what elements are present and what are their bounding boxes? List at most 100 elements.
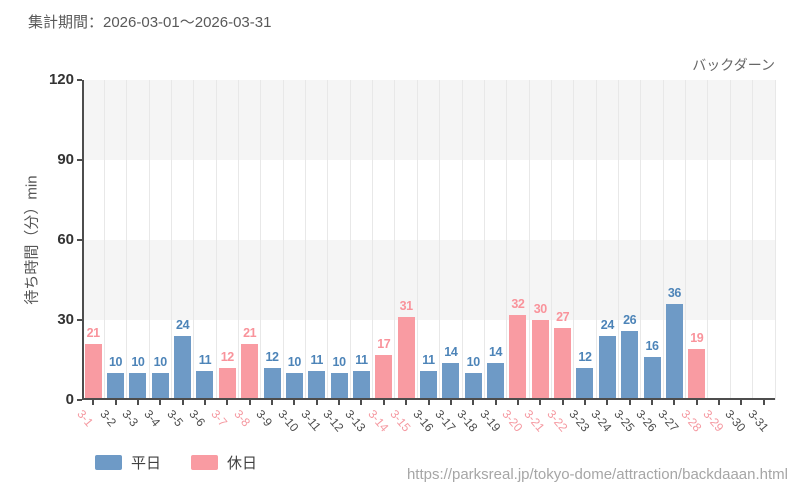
vertical-gridline	[394, 80, 396, 400]
x-axis-line	[82, 398, 775, 400]
bar-3-7	[218, 368, 236, 400]
vertical-gridline	[573, 80, 575, 400]
x-tick-label: 3-24	[588, 407, 615, 435]
x-axis-tick	[382, 400, 385, 405]
bar-3-16	[420, 370, 437, 400]
vertical-gridline	[618, 80, 620, 400]
bar-value-label: 27	[556, 310, 570, 324]
x-axis-tick	[539, 400, 542, 405]
x-tick-label: 3-10	[275, 407, 302, 435]
y-axis-tick	[77, 79, 82, 81]
chart-legend: 平日 休日	[95, 452, 257, 473]
vertical-gridline	[237, 80, 239, 400]
x-axis-tick	[651, 400, 654, 405]
y-tick-label: 90	[57, 151, 74, 168]
bar-value-label: 14	[444, 344, 458, 359]
legend-label-weekday: 平日	[131, 455, 162, 472]
x-tick-label: 3-2	[96, 407, 119, 430]
x-axis-tick	[695, 400, 698, 405]
x-tick-label: 3-27	[655, 407, 682, 435]
vertical-gridline	[483, 80, 485, 400]
bar-value-label: 21	[86, 326, 101, 340]
x-tick-label: 3-4	[141, 407, 164, 430]
x-tick-label: 3-3	[119, 407, 142, 430]
x-tick-label: 3-15	[387, 407, 414, 435]
x-axis-tick	[114, 400, 117, 405]
x-axis-tick	[740, 400, 743, 405]
bar-value-label: 31	[399, 299, 414, 314]
vertical-gridline	[752, 80, 754, 400]
x-tick-label: 3-7	[208, 407, 231, 430]
x-axis-tick	[271, 400, 274, 405]
bar-value-label: 24	[176, 318, 190, 332]
x-tick-label: 3-29	[700, 407, 727, 435]
bar-value-label: 30	[533, 302, 548, 316]
bar-3-1	[84, 344, 102, 400]
wait-time-bar-chart: 21 10 10 10 24 11 12 21 12 10 11 10 11 17 31 11 14 10 14 32…	[82, 80, 776, 400]
y-axis-tick	[77, 319, 82, 321]
y-axis-line	[82, 80, 84, 400]
vertical-gridline	[640, 80, 642, 400]
x-tick-label: 3-26	[633, 407, 660, 435]
attraction-name-label: バックダーン	[692, 57, 775, 73]
bar-3-18	[464, 373, 482, 400]
vertical-gridline	[685, 80, 687, 400]
x-axis-tick	[338, 400, 341, 405]
bar-value-label: 11	[310, 352, 324, 367]
bar-value-label: 12	[220, 350, 235, 364]
vertical-gridline	[729, 80, 731, 400]
vertical-gridline	[416, 80, 418, 400]
x-axis-tick	[628, 400, 631, 405]
legend-item-weekday: 平日	[95, 452, 161, 473]
x-axis-tick	[583, 400, 586, 405]
bar-value-label: 26	[623, 312, 637, 327]
bar-3-17	[442, 362, 460, 400]
bar-value-label: 12	[578, 350, 592, 364]
bar-value-label: 12	[265, 350, 279, 364]
vertical-gridline	[170, 80, 172, 400]
bar-3-20	[509, 314, 527, 400]
vertical-gridline	[707, 80, 709, 400]
bar-value-label: 32	[511, 296, 525, 311]
x-axis-tick	[516, 400, 519, 405]
bar-3-12	[330, 373, 348, 400]
bar-value-label: 11	[198, 352, 212, 367]
x-tick-label: 3-21	[521, 407, 548, 435]
bar-value-label: 21	[243, 326, 257, 340]
bar-value-label: 36	[667, 286, 682, 300]
x-axis-tick	[718, 400, 721, 405]
bar-3-9	[263, 368, 281, 400]
vertical-gridline	[305, 80, 307, 400]
vertical-gridline	[282, 80, 284, 400]
x-axis-tick	[762, 400, 765, 405]
bar-3-19	[487, 362, 505, 400]
bar-3-11	[308, 370, 326, 400]
bar-3-27	[665, 304, 683, 400]
vertical-gridline	[327, 80, 329, 400]
bar-3-2	[107, 373, 125, 400]
bar-value-label: 16	[645, 339, 659, 354]
vertical-gridline	[349, 80, 351, 400]
vertical-gridline	[260, 80, 262, 400]
x-axis-tick	[673, 400, 676, 405]
x-tick-label: 3-11	[297, 407, 324, 434]
x-axis-tick	[360, 400, 363, 405]
x-axis-tick	[315, 400, 318, 405]
y-axis-tick	[77, 399, 82, 401]
x-axis-tick	[181, 400, 184, 405]
vertical-gridline	[461, 80, 463, 400]
bar-3-5	[174, 336, 192, 400]
x-tick-label: 3-20	[499, 407, 526, 435]
source-url-text: https://parksreal.jp/tokyo-dome/attracti…	[406, 466, 788, 483]
y-axis-tick	[77, 239, 82, 241]
x-tick-label: 3-5	[163, 407, 186, 430]
x-axis-tick	[427, 400, 430, 405]
x-tick-label: 3-13	[342, 407, 369, 435]
vertical-gridline	[595, 80, 597, 400]
x-tick-label: 3-19	[476, 407, 504, 435]
bar-3-24	[598, 336, 616, 400]
x-tick-label: 3-30	[722, 407, 749, 435]
bar-value-label: 10	[131, 355, 145, 370]
y-axis-tick	[77, 159, 82, 161]
